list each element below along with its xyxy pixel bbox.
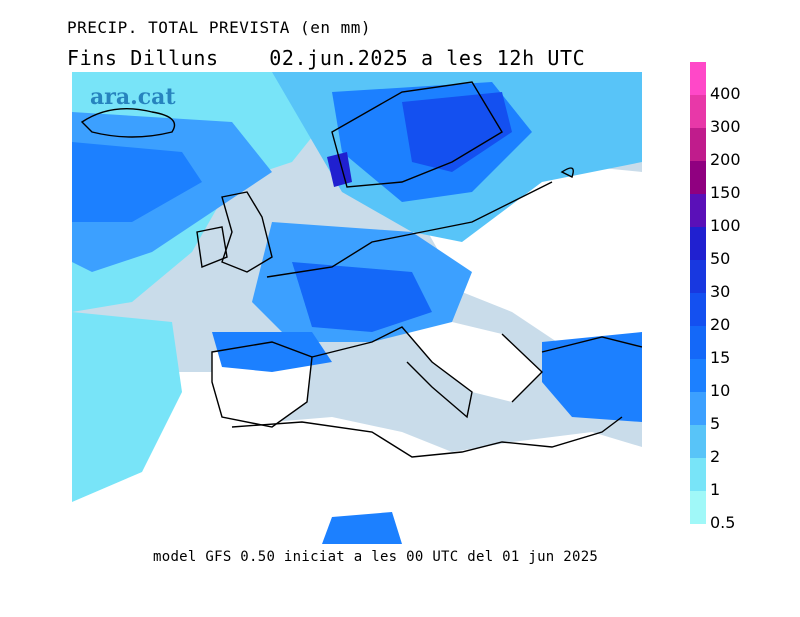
precip-area-north-3 <box>402 92 512 172</box>
legend-swatch <box>690 293 706 326</box>
legend-label: 400 <box>710 84 741 103</box>
legend-label: 30 <box>710 282 731 301</box>
precip-area-africa-south <box>322 512 402 544</box>
balkan-coast <box>501 333 544 403</box>
legend-label: 1 <box>710 480 721 499</box>
precip-area-central-2 <box>292 262 432 332</box>
legend-label: 0.5 <box>710 513 736 532</box>
iceland-coast <box>80 107 176 138</box>
britain-coast <box>221 191 273 273</box>
legend-swatch <box>690 359 706 392</box>
legend-label: 15 <box>710 348 731 367</box>
lake-outline <box>560 167 574 178</box>
africa-coast <box>231 416 623 458</box>
legend-label: 20 <box>710 315 731 334</box>
precipitation-legend <box>690 62 706 524</box>
map-subtitle: Fins Dilluns 02.jun.2025 a les 12h UTC <box>67 46 586 70</box>
italy-balkans-land <box>402 322 542 402</box>
legend-swatch <box>690 491 706 524</box>
legend-swatch <box>690 425 706 458</box>
legend-swatch <box>690 161 706 194</box>
legend-swatch <box>690 260 706 293</box>
legend-label: 10 <box>710 381 731 400</box>
legend-label: 150 <box>710 183 741 202</box>
legend-swatch <box>690 326 706 359</box>
scandinavia-coast <box>331 81 503 188</box>
precip-area-turkey <box>542 332 642 422</box>
north-europe-coast <box>266 181 553 278</box>
map-title: PRECIP. TOTAL PREVISTA (en mm) <box>67 18 371 37</box>
legend-label: 300 <box>710 117 741 136</box>
aracat-logo[interactable]: ara.cat <box>90 84 176 110</box>
legend-swatch <box>690 392 706 425</box>
legend-swatch <box>690 95 706 128</box>
model-info: model GFS 0.50 iniciat a les 00 UTC del … <box>153 549 599 565</box>
legend-swatch <box>690 194 706 227</box>
legend-label: 2 <box>710 447 721 466</box>
legend-label: 50 <box>710 249 731 268</box>
legend-swatch <box>690 128 706 161</box>
legend-label: 200 <box>710 150 741 169</box>
legend-swatch <box>690 458 706 491</box>
ireland-coast <box>196 226 228 268</box>
precip-area-norway-peak <box>327 152 352 187</box>
precip-area-atlantic-3 <box>72 142 202 222</box>
precip-area-southwest <box>72 312 182 502</box>
med-north-coast <box>311 326 473 419</box>
black-sea-coast <box>541 336 642 353</box>
legend-label: 100 <box>710 216 741 235</box>
africa-land <box>72 372 642 544</box>
precip-area-pyrenees <box>212 332 332 372</box>
legend-label: 5 <box>710 414 721 433</box>
iberia-coast <box>211 341 313 428</box>
legend-swatch <box>690 62 706 95</box>
legend-swatch <box>690 227 706 260</box>
precipitation-map <box>72 72 642 544</box>
